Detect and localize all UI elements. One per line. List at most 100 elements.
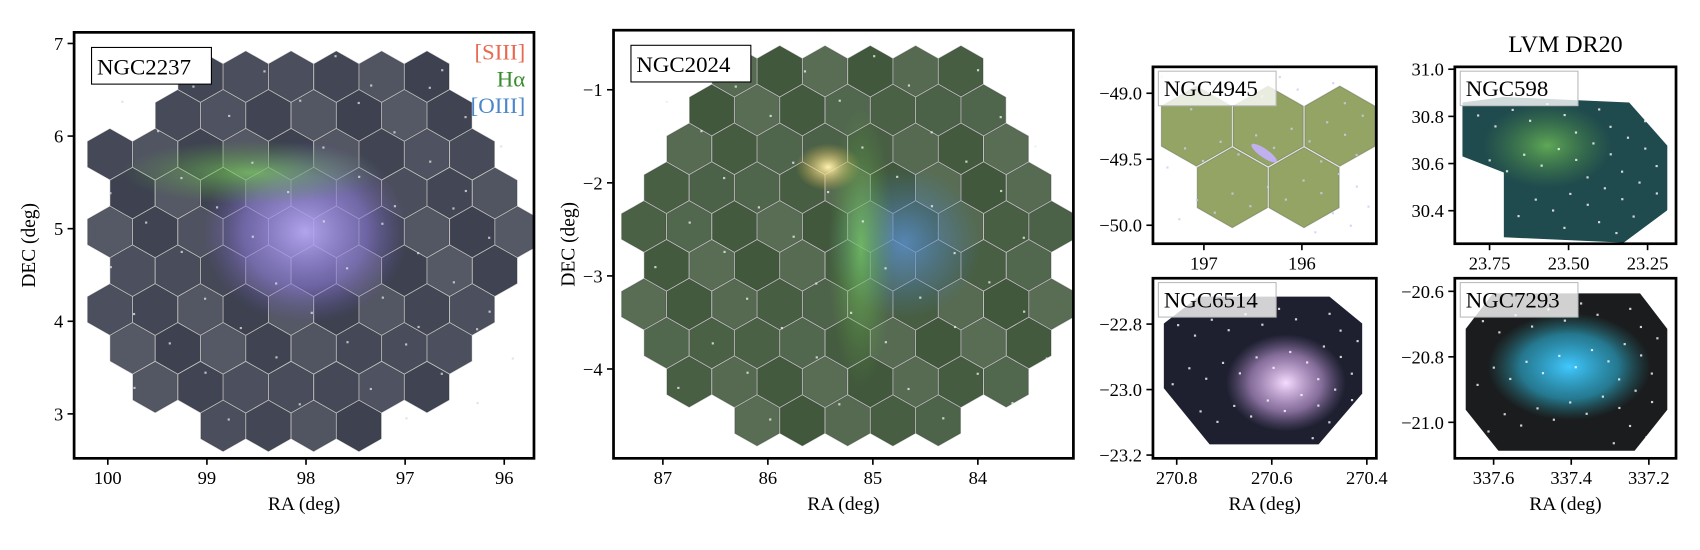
- star: [1311, 437, 1314, 440]
- star: [1227, 329, 1230, 332]
- hex-tile: [643, 161, 690, 214]
- star: [1219, 140, 1222, 143]
- star: [884, 267, 887, 270]
- x-tick-label: 84: [969, 468, 988, 488]
- star: [1193, 334, 1197, 337]
- star: [1210, 318, 1213, 321]
- star: [1367, 205, 1370, 208]
- star: [500, 145, 503, 148]
- x-axis-label: RA (deg): [1529, 494, 1601, 515]
- star: [488, 236, 491, 239]
- star: [1541, 372, 1545, 375]
- hex-tile: [779, 239, 826, 292]
- star: [1349, 224, 1352, 227]
- star: [1540, 164, 1543, 167]
- star: [1361, 114, 1364, 117]
- star: [204, 371, 207, 374]
- star: [1294, 318, 1298, 321]
- x-tick-label: 196: [1288, 254, 1316, 274]
- star: [1656, 337, 1659, 340]
- star: [393, 131, 396, 134]
- star: [838, 99, 841, 102]
- star: [488, 310, 491, 313]
- y-tick-label: −20.8: [1401, 347, 1444, 367]
- panel-image: [1462, 97, 1670, 243]
- star: [861, 220, 864, 223]
- star: [827, 190, 830, 194]
- x-tick-label: 23.50: [1548, 254, 1590, 274]
- star: [511, 357, 514, 360]
- hex-tile: [290, 322, 337, 375]
- star: [1261, 323, 1264, 326]
- star: [1289, 350, 1292, 354]
- star: [369, 387, 372, 391]
- hex-tile: [222, 361, 269, 414]
- star: [884, 341, 887, 344]
- star: [803, 70, 807, 73]
- star: [1667, 209, 1670, 213]
- star: [1334, 388, 1337, 391]
- hex-tile: [983, 200, 1029, 253]
- star: [769, 418, 772, 421]
- star: [1184, 147, 1187, 150]
- star: [452, 207, 455, 210]
- hex-tile: [358, 361, 405, 414]
- hex-tile: [404, 128, 450, 181]
- star: [873, 55, 876, 58]
- nebula-glow: [119, 140, 382, 205]
- star: [464, 189, 467, 193]
- hex-tile: [404, 283, 450, 336]
- label-box: [1157, 70, 1277, 107]
- star: [850, 311, 853, 314]
- star: [381, 296, 384, 299]
- x-axis-label: RA (deg): [268, 494, 340, 515]
- hex-tile: [756, 278, 803, 331]
- star: [1355, 185, 1358, 188]
- star: [1356, 340, 1359, 343]
- star: [1586, 203, 1589, 206]
- label-box: [90, 46, 212, 85]
- hex-tile: [938, 122, 984, 175]
- star: [1505, 170, 1509, 173]
- axes-frame: [1453, 65, 1678, 246]
- hex-tile: [938, 45, 984, 98]
- star: [1339, 329, 1342, 332]
- star: [1306, 361, 1309, 364]
- star: [298, 403, 301, 406]
- star: [1296, 88, 1299, 91]
- star: [1586, 176, 1589, 179]
- star: [1530, 325, 1534, 328]
- star: [428, 86, 431, 89]
- star: [1284, 198, 1287, 201]
- star: [1171, 383, 1174, 386]
- star: [1623, 343, 1626, 346]
- hex-tile: [222, 50, 269, 103]
- star: [1603, 187, 1606, 190]
- y-tick-label: −50.0: [1099, 216, 1142, 236]
- star: [907, 387, 910, 391]
- star: [275, 356, 278, 359]
- star: [227, 418, 230, 421]
- hex-tile: [268, 361, 314, 414]
- nebula-glow: [1225, 334, 1346, 432]
- star: [907, 84, 911, 87]
- star: [1609, 153, 1612, 156]
- star: [1650, 400, 1654, 404]
- star: [1592, 142, 1595, 145]
- axes-frame: [1453, 276, 1678, 460]
- y-tick-label: 3: [54, 404, 63, 424]
- star: [1272, 146, 1276, 149]
- legend-entry: [OIII]: [471, 93, 526, 118]
- star: [1569, 192, 1572, 195]
- star: [1302, 179, 1305, 182]
- star: [1628, 424, 1632, 428]
- star: [464, 116, 467, 119]
- star: [746, 371, 749, 374]
- hex-tile: [666, 122, 712, 175]
- star: [838, 403, 841, 406]
- star: [1326, 121, 1329, 124]
- star: [1482, 220, 1486, 223]
- star: [1331, 212, 1335, 215]
